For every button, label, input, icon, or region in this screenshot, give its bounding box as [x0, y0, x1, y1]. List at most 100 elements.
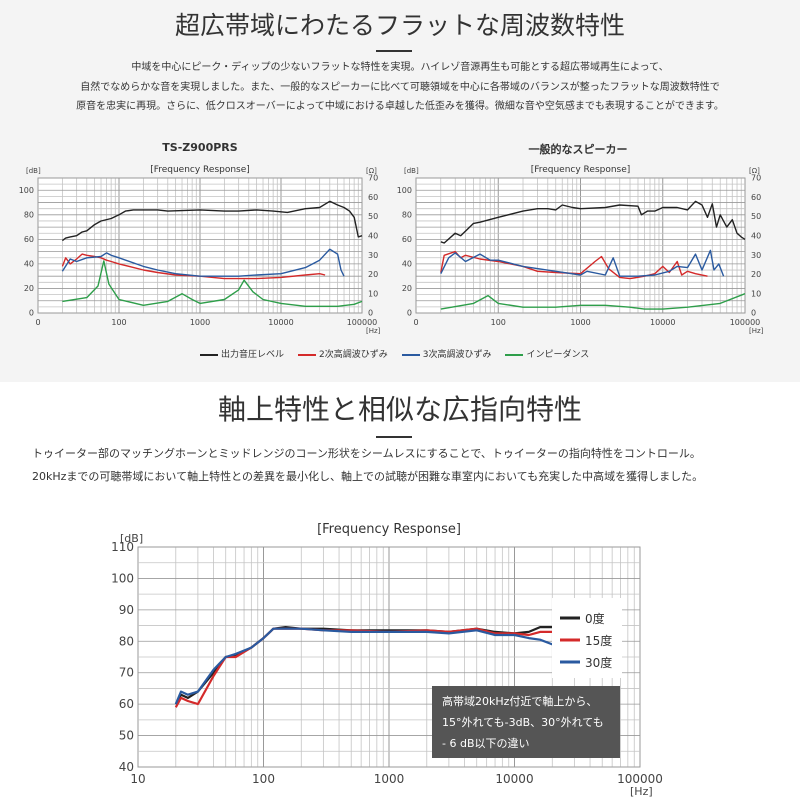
y2-tick-label: 40	[368, 232, 378, 241]
x-tick-label: 100	[491, 318, 506, 327]
legend-box	[552, 598, 622, 678]
legend-label: 0度	[585, 611, 605, 626]
x-tick-label: 100	[111, 318, 126, 327]
y-tick-label: 80	[402, 210, 412, 219]
y2-tick-label: 20	[368, 270, 378, 279]
chart-subtitle: [Frequency Response]	[150, 165, 250, 175]
legend-label: 出力音圧レベル	[221, 350, 285, 360]
y-tick-label: 50	[119, 729, 134, 743]
x-tick-label: 1000	[190, 318, 210, 327]
section2-title: 軸上特性と相似な広指向特性	[217, 393, 582, 426]
y-tick-label: 60	[119, 697, 134, 711]
series-line-3次高調波ひずみ	[440, 249, 725, 277]
section1-title: 超広帯域にわたるフラットな周波数特性	[174, 11, 625, 40]
y-tick-label: 20	[24, 284, 34, 293]
y-tick-label: 80	[24, 210, 34, 219]
legend-swatch	[298, 353, 317, 356]
y2-tick-label: 30	[751, 251, 761, 260]
y-axis-unit: [dB]	[404, 167, 419, 175]
series-line-30度	[174, 627, 553, 705]
chart-general-speaker: 0 100 1000 10000 100000020406080100010203040…	[397, 165, 764, 335]
y2-axis-unit: [Ω]	[366, 167, 377, 175]
y-axis-unit: [dB]	[26, 167, 41, 175]
y-tick-label: 100	[397, 186, 412, 195]
series-line-3次高調波ひずみ	[61, 248, 345, 277]
y-tick-label: 100	[19, 186, 34, 195]
legend-swatch	[401, 353, 420, 356]
y2-tick-label: 10	[368, 289, 378, 298]
y-tick-label: 110	[111, 540, 134, 554]
y2-tick-label: 50	[751, 212, 761, 221]
x-tick-label: 100000	[617, 772, 663, 786]
divider	[376, 436, 412, 438]
y2-axis-unit: [Ω]	[749, 167, 760, 175]
y-tick-label: 40	[402, 260, 412, 269]
section1-body: 中域を中心にピーク・ディップの少ないフラットな特性を実現。ハイレゾ音源再生も可能…	[0, 58, 800, 117]
x-tick-label: 100000	[730, 318, 761, 327]
annotation-text: - 6 dB以下の違い	[442, 737, 530, 750]
x-tick-label: 10000	[268, 318, 293, 327]
chart-directivity: 10 100 1000 10000 100000 40 50 60 70 80 90 100 110[d…	[111, 522, 663, 798]
body-line: 中域を中心にピーク・ディップの少ないフラットな特性を実現。ハイレゾ音源再生も可能…	[131, 62, 669, 73]
y2-tick-label: 60	[751, 193, 761, 202]
legend-label: 15度	[585, 633, 612, 648]
legend-item-3rd-harmonic: 3次高調波ひずみ	[401, 347, 492, 360]
x-axis-unit: [Hz]	[630, 785, 653, 798]
legend-label: 2次高調波ひずみ	[319, 350, 388, 360]
series-line-2次高調波ひずみ	[61, 253, 326, 280]
y2-tick-label: 70	[751, 174, 761, 183]
chart-legend: 出力音圧レベル 2次高調波ひずみ 3次高調波ひずみ インピーダンス	[200, 347, 620, 360]
annotation-text: 高帯域20kHz付近で軸上から、	[442, 694, 597, 708]
chart-ts-z900prs: 0 100 1000 10000 100000020406080100010203040…	[19, 165, 381, 335]
y2-tick-label: 0	[368, 309, 373, 318]
body-line: 原音を忠実に再現。さらに、低クロスオーバーによって中域における卓越した低歪みを獲…	[76, 101, 724, 112]
y-tick-label: 60	[402, 235, 412, 244]
y2-tick-label: 50	[368, 212, 378, 221]
x-axis-unit: [Hz]	[749, 327, 764, 335]
chart2-title: 一般的なスピーカー	[528, 143, 628, 156]
chart1-title: TS-Z900PRS	[162, 141, 238, 154]
y-tick-label: 0	[29, 309, 34, 318]
legend-swatch	[505, 353, 524, 356]
divider	[376, 50, 412, 52]
legend-label: 30度	[585, 655, 612, 670]
x-tick-label: 10000	[495, 772, 533, 786]
y-tick-label: 90	[119, 603, 134, 617]
body-line: 20kHzまでの可聴帯域において軸上特性との差異を最小化し、軸上での試聴が困難な…	[32, 470, 704, 483]
chart-subtitle: [Frequency Response]	[317, 522, 461, 537]
y-axis-unit: [dB]	[120, 532, 143, 545]
series-line-出力音圧レベル	[61, 200, 363, 242]
series-line-インピーダンス	[62, 260, 363, 307]
y2-tick-label: 20	[751, 270, 761, 279]
x-tick-label: 100000	[347, 318, 378, 327]
annotation-box	[432, 686, 620, 758]
x-tick-label: 100	[252, 772, 275, 786]
y-tick-label: 80	[119, 634, 134, 648]
x-tick-label: 10	[130, 772, 145, 786]
y2-tick-label: 30	[368, 251, 378, 260]
x-tick-label: 1000	[570, 318, 590, 327]
chart-subtitle: [Frequency Response]	[531, 165, 631, 175]
y-tick-label: 60	[24, 235, 34, 244]
series-line-出力音圧レベル	[440, 200, 746, 244]
annotation-text: 15°外れても-3dB、30°外れても	[442, 716, 604, 729]
legend-label: インピーダンス	[526, 350, 590, 360]
x-tick-label: 1000	[374, 772, 405, 786]
legend-label: 3次高調波ひずみ	[422, 350, 492, 360]
y2-tick-label: 70	[368, 174, 378, 183]
y2-tick-label: 60	[368, 193, 378, 202]
y2-tick-label: 0	[751, 309, 756, 318]
y2-tick-label: 10	[751, 289, 761, 298]
series-line-2次高調波ひずみ	[440, 250, 708, 280]
y-tick-label: 40	[119, 760, 134, 774]
x-tick-label: 0	[35, 318, 40, 327]
legend-item-spl: 出力音圧レベル	[200, 347, 284, 360]
body-line: トゥイーター部のマッチングホーンとミッドレンジのコーン形状をシームレスにすること…	[32, 447, 701, 460]
y-tick-label: 20	[402, 284, 412, 293]
section2-body: トゥイーター部のマッチングホーンとミッドレンジのコーン形状をシームレスにすること…	[32, 442, 792, 488]
x-tick-label: 10000	[650, 318, 675, 327]
y-tick-label: 40	[24, 260, 34, 269]
x-tick-label: 0	[413, 318, 418, 327]
series-line-インピーダンス	[440, 293, 746, 310]
y-tick-label: 70	[119, 666, 134, 680]
